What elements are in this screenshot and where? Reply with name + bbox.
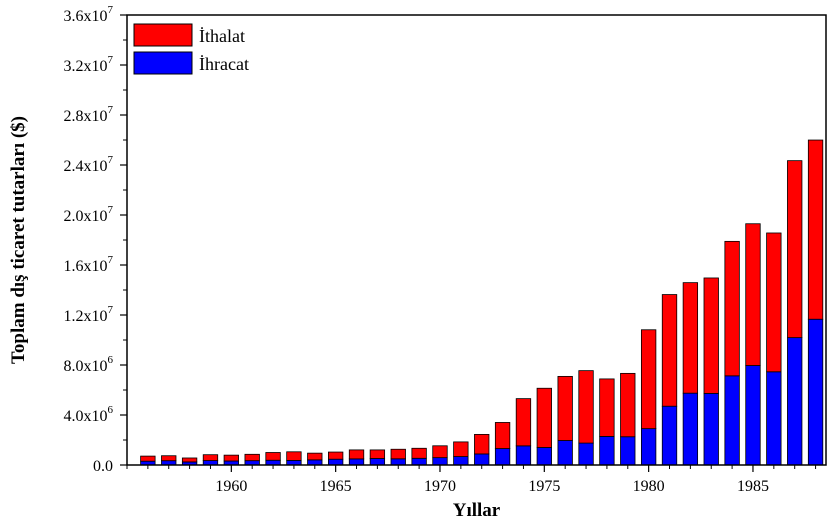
export-bar-1974 [515,445,532,466]
export-bar-1983 [703,392,719,466]
legend-label: İthalat [199,26,245,46]
y-tick-label: 3.2x107 [64,54,114,75]
import-bar-1963 [286,451,302,461]
x-tick-label: 1970 [424,478,456,495]
import-bar-1983 [703,277,719,394]
ticks-layer: 0.0 4.0x106 8.0x106 1.2x107 1.6x107 2.0x107 2.… [64,4,817,495]
import-bar-1972 [474,433,490,455]
export-bar-1970 [432,457,448,466]
y-tick-label: 4.0x106 [64,404,114,425]
export-bar-1967 [369,458,386,466]
import-bar-1962 [265,452,281,461]
import-bar-1968 [390,448,406,460]
import-bar-1965 [328,451,344,460]
legend-swatch [133,51,193,75]
x-tick-label: 1960 [215,478,247,495]
import-bar-1969 [411,447,427,459]
import-bar-1986 [766,232,782,373]
x-axis-title: Yıllar [453,500,501,521]
import-bar-1957 [161,455,177,462]
export-bar-1977 [578,442,594,466]
export-bar-1986 [766,371,782,466]
y-tick-label: 1.2x107 [64,304,114,325]
bars-layer [140,139,824,466]
y-tick-label: 1.6x107 [64,254,114,275]
export-bar-1979 [620,436,636,466]
import-bar-1973 [494,422,511,449]
import-bar-1988 [807,139,824,320]
export-bar-1985 [745,365,761,466]
import-bar-1985 [745,223,761,366]
legend: İthalat İhracat [133,23,249,75]
legend-swatch [133,23,193,47]
x-tick-label: 1980 [633,478,665,495]
export-bar-1976 [557,440,573,466]
import-bar-1966 [348,449,365,460]
y-axis-title: Toplam dış ticaret tutarları ($) [8,116,29,364]
import-bar-1982 [682,282,699,394]
export-bar-1969 [411,457,427,466]
export-bar-1980 [640,428,657,466]
y-tick-label: 8.0x106 [64,354,114,375]
y-tick-label: 0.0 [93,458,113,475]
import-bar-1958 [181,457,198,463]
export-bar-1981 [661,405,678,466]
plot-frame [126,14,827,466]
import-bar-1970 [432,445,448,459]
import-bar-1987 [787,160,803,339]
import-bar-1960 [223,454,239,462]
import-bar-1975 [536,387,552,448]
export-bar-1968 [390,458,406,466]
export-bar-1973 [494,448,511,466]
export-bar-1982 [682,392,699,466]
x-tick-label: 1975 [528,478,560,495]
import-bar-1974 [515,398,532,447]
import-bar-1979 [620,372,636,438]
import-bar-1971 [453,441,469,457]
import-bar-1976 [557,375,573,441]
x-tick-label: 1965 [320,478,352,495]
import-bar-1981 [661,294,678,407]
import-bar-1980 [640,329,657,430]
export-bar-1984 [724,375,740,466]
y-tick-label: 2.8x107 [64,104,114,125]
import-bar-1984 [724,240,740,377]
export-bar-1972 [474,453,490,466]
export-bar-1971 [453,456,469,466]
export-bar-1965 [328,458,344,466]
export-bar-1987 [787,337,803,466]
import-bar-1964 [307,452,323,461]
export-bar-1988 [807,318,824,466]
export-bar-1966 [348,458,365,466]
export-bar-1978 [599,435,615,466]
y-tick-label: 2.4x107 [64,154,114,175]
import-bar-1956 [140,455,156,462]
x-tick-label: 1985 [737,478,769,495]
import-bar-1978 [599,378,615,437]
import-bar-1961 [244,453,260,462]
export-bar-1975 [536,447,552,466]
export-bar-1964 [307,459,323,466]
y-tick-label: 3.6x107 [64,4,114,25]
legend-label: İhracat [199,54,249,74]
import-bar-1959 [202,454,219,461]
import-bar-1977 [578,370,594,444]
import-bar-1967 [369,449,386,459]
y-tick-label: 2.0x107 [64,204,114,225]
